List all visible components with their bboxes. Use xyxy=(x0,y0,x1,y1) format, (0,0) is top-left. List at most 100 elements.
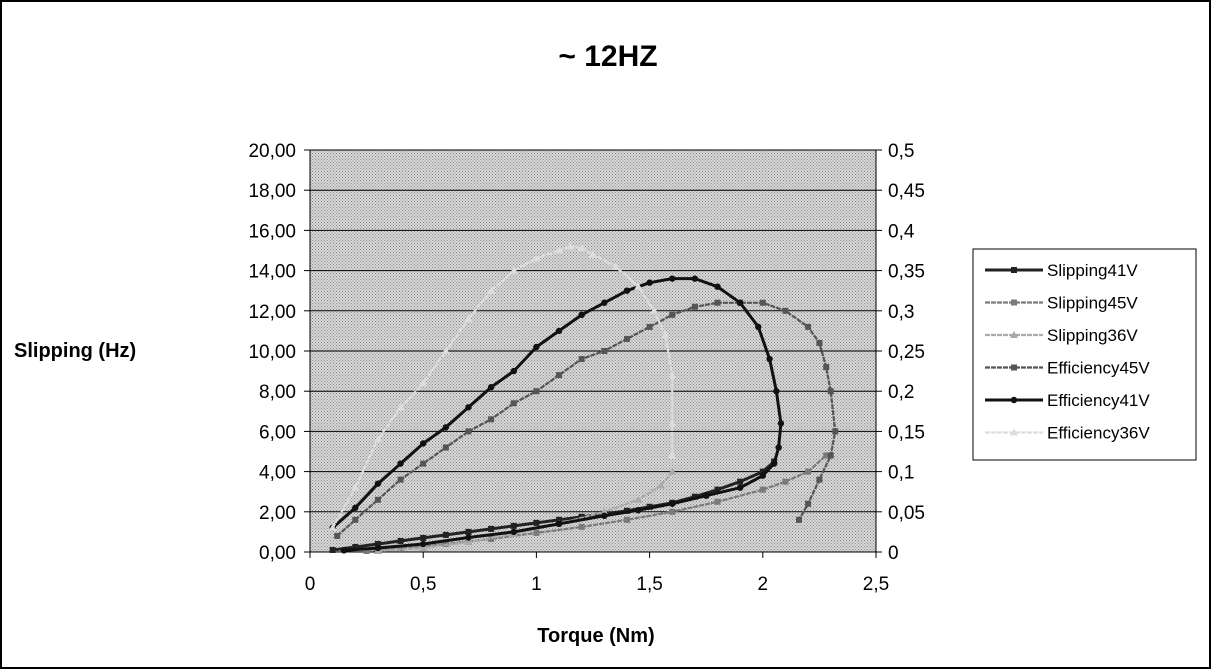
data-point xyxy=(351,483,360,491)
legend-item-slipping45v: Slipping45V xyxy=(985,294,1138,313)
data-point xyxy=(646,279,653,286)
series-lines xyxy=(328,242,839,554)
data-point xyxy=(669,500,676,507)
data-point xyxy=(601,348,608,354)
x-axis-title: Torque (Nm) xyxy=(537,625,654,647)
y-tick-label: 6,00 xyxy=(259,422,296,443)
data-point xyxy=(623,335,630,342)
data-point xyxy=(532,254,541,262)
data-point xyxy=(397,544,404,551)
data-point xyxy=(759,468,766,475)
data-point xyxy=(340,547,348,554)
data-point xyxy=(669,275,676,282)
data-point xyxy=(555,520,563,528)
data-point xyxy=(668,451,677,459)
y-tick-label: 0,00 xyxy=(259,543,296,564)
data-point xyxy=(510,400,517,407)
data-point xyxy=(556,516,563,523)
data-point xyxy=(487,383,495,391)
data-point xyxy=(509,266,518,274)
x-tick-label: 1 xyxy=(531,574,542,595)
data-point xyxy=(396,403,405,411)
data-point xyxy=(442,424,450,431)
y-tick-label: 20,00 xyxy=(248,141,296,162)
data-point xyxy=(775,444,782,451)
data-point xyxy=(397,460,404,467)
data-point xyxy=(555,246,564,254)
data-point xyxy=(488,525,495,532)
y-tick-label: 4,00 xyxy=(259,463,296,484)
data-point xyxy=(555,327,563,335)
x-tick-labels: 0 0,5 1 1,5 2 2,5 xyxy=(305,574,890,595)
series-line xyxy=(336,301,837,537)
data-point xyxy=(646,323,653,330)
y-tick-label: 12,00 xyxy=(248,302,296,323)
data-point xyxy=(805,468,812,475)
data-point xyxy=(578,311,585,319)
data-point xyxy=(1010,428,1018,436)
data-point xyxy=(759,299,766,306)
data-point xyxy=(577,244,586,252)
data-point xyxy=(374,480,382,487)
data-point xyxy=(578,523,585,530)
data-point xyxy=(589,250,597,258)
data-point xyxy=(832,428,839,435)
legend-label: Efficiency41V xyxy=(1047,391,1150,410)
data-point xyxy=(759,472,766,479)
data-point xyxy=(805,323,812,330)
data-point xyxy=(465,404,472,411)
data-point xyxy=(668,467,677,475)
data-point xyxy=(634,495,643,503)
data-point xyxy=(465,528,472,535)
y2-tick-labels: 0 0,05 0,1 0,15 0,2 0,25 0,3 0,35 0,4 0,45 0,5 xyxy=(888,141,925,564)
legend-item-efficiency41v: Efficiency41V xyxy=(985,391,1150,410)
legend-item-efficiency36v: Efficiency36V xyxy=(985,424,1150,443)
data-point xyxy=(419,379,428,387)
data-point xyxy=(823,364,830,371)
data-point xyxy=(488,535,495,542)
data-point xyxy=(827,452,834,459)
data-point xyxy=(691,303,698,310)
data-point xyxy=(556,372,563,379)
data-point xyxy=(397,537,404,544)
data-point xyxy=(420,540,427,548)
data-point xyxy=(510,522,517,529)
data-point xyxy=(737,478,744,485)
chart-title: ~ 12HZ xyxy=(558,40,657,73)
legend-item-efficiency45v: Efficiency45V xyxy=(985,359,1150,378)
data-point xyxy=(736,484,744,491)
data-point xyxy=(363,547,370,554)
data-point xyxy=(796,516,803,523)
data-point xyxy=(352,516,359,523)
data-point xyxy=(755,323,762,331)
x-tick-label: 0,5 xyxy=(410,574,436,595)
data-point xyxy=(661,330,670,338)
legend-label: Slipping36V xyxy=(1047,326,1138,345)
legend-box xyxy=(972,248,1197,461)
y-tick-label: 16,00 xyxy=(248,221,296,242)
data-point xyxy=(601,512,608,520)
legend-label: Efficiency45V xyxy=(1047,359,1150,378)
y-axis-title: Slipping (Hz) xyxy=(14,340,136,362)
data-point xyxy=(510,528,517,536)
data-point xyxy=(578,356,585,363)
data-point xyxy=(782,307,789,314)
legend-label: Slipping45V xyxy=(1047,294,1138,313)
data-point xyxy=(601,299,608,306)
legend-item-slipping36v: Slipping36V xyxy=(985,326,1138,345)
data-point xyxy=(374,540,381,547)
data-point xyxy=(668,419,677,427)
y2-tick-label: 0,2 xyxy=(888,382,914,403)
data-point xyxy=(777,420,785,427)
data-point xyxy=(1011,267,1017,273)
y2-tick-label: 0 xyxy=(888,543,899,564)
data-point xyxy=(635,506,642,514)
data-point xyxy=(329,546,336,553)
x-tick-label: 0 xyxy=(305,574,316,595)
data-point xyxy=(352,543,359,550)
data-point xyxy=(420,440,427,447)
data-point xyxy=(334,532,341,539)
data-point xyxy=(441,347,450,354)
data-point xyxy=(827,388,834,395)
